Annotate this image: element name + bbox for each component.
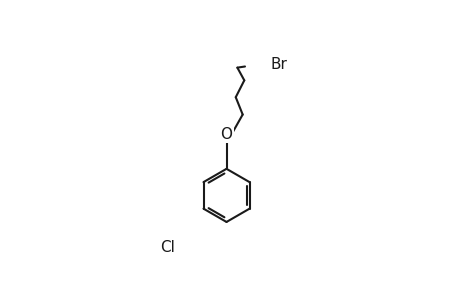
Text: Cl: Cl bbox=[159, 240, 174, 255]
Text: O: O bbox=[220, 127, 232, 142]
Text: Br: Br bbox=[270, 57, 287, 72]
